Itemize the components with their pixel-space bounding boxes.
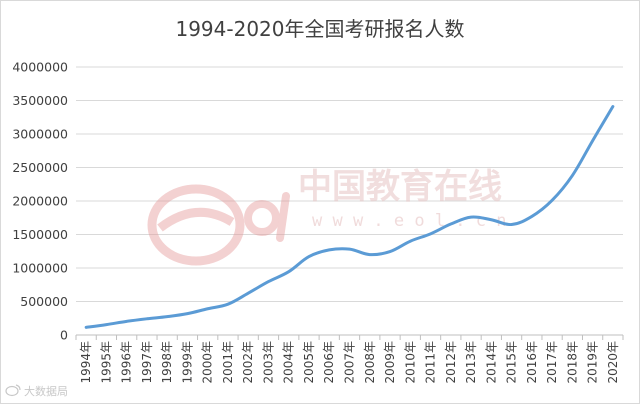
x-tick-label: 2015年 bbox=[505, 341, 519, 384]
x-axis-tick-marks bbox=[75, 335, 624, 340]
x-tick-label: 2017年 bbox=[545, 341, 559, 384]
watermark: 中国教育在线 w w w . e o l . c n bbox=[147, 167, 506, 266]
x-tick-label: 2004年 bbox=[282, 341, 296, 384]
series-line bbox=[84, 105, 615, 329]
x-tick-label: 2009年 bbox=[383, 341, 397, 384]
x-tick-label: 1998年 bbox=[160, 341, 174, 384]
x-tick-label: 2014年 bbox=[484, 341, 498, 384]
x-tick-label: 1997年 bbox=[140, 341, 154, 384]
watermark-brand: 中国教育在线 bbox=[298, 167, 502, 207]
chart-title: 1994-2020年全国考研报名人数 bbox=[175, 17, 464, 41]
y-tick-label: 3500000 bbox=[12, 93, 68, 108]
x-tick-label: 2020年 bbox=[606, 341, 620, 384]
y-tick-label: 1500000 bbox=[12, 227, 68, 242]
weibo-icon bbox=[5, 384, 21, 397]
x-tick-label: 2016年 bbox=[525, 341, 539, 384]
y-axis-ticks: 0 500000 1000000 1500000 2000000 2500000 30000… bbox=[12, 60, 68, 343]
y-tick-label: 2500000 bbox=[12, 160, 68, 175]
x-tick-label: 2006年 bbox=[322, 341, 336, 384]
x-tick-label: 2002年 bbox=[241, 341, 255, 384]
x-tick-label: 2012年 bbox=[444, 341, 458, 384]
x-tick-label: 2007年 bbox=[343, 341, 357, 384]
y-tick-label: 4000000 bbox=[12, 60, 68, 75]
x-axis-ticks: 1994年 1995年 1996年 1997年 1998年 1999年 2000年 2001年… bbox=[79, 341, 620, 384]
x-tick-label: 1995年 bbox=[99, 341, 113, 384]
x-tick-label: 2000年 bbox=[201, 341, 215, 384]
y-tick-label: 2000000 bbox=[12, 194, 68, 209]
y-tick-label: 0 bbox=[60, 328, 68, 343]
source-mark: 大数据局 bbox=[5, 384, 68, 398]
x-tick-label: 2003年 bbox=[261, 341, 275, 384]
y-tick-label: 3000000 bbox=[12, 127, 68, 142]
x-tick-label: 1994年 bbox=[79, 341, 93, 384]
x-tick-label: 2019年 bbox=[586, 341, 600, 384]
x-tick-label: 2008年 bbox=[363, 341, 377, 384]
x-tick-label: 2001年 bbox=[221, 341, 235, 384]
gridlines bbox=[76, 66, 623, 302]
y-tick-label: 1000000 bbox=[12, 261, 68, 276]
source-label: 大数据局 bbox=[24, 384, 68, 398]
y-tick-label: 500000 bbox=[20, 294, 68, 309]
eol-logo-icon bbox=[147, 184, 290, 266]
x-tick-label: 1996年 bbox=[120, 341, 134, 384]
x-tick-label: 2013年 bbox=[464, 341, 478, 384]
x-tick-label: 2018年 bbox=[565, 341, 579, 384]
x-tick-label: 1999年 bbox=[180, 341, 194, 384]
watermark-url: w w w . e o l . c n bbox=[312, 211, 506, 231]
x-tick-label: 2011年 bbox=[424, 341, 438, 384]
x-tick-label: 2005年 bbox=[302, 341, 316, 384]
x-tick-label: 2010年 bbox=[403, 341, 417, 384]
